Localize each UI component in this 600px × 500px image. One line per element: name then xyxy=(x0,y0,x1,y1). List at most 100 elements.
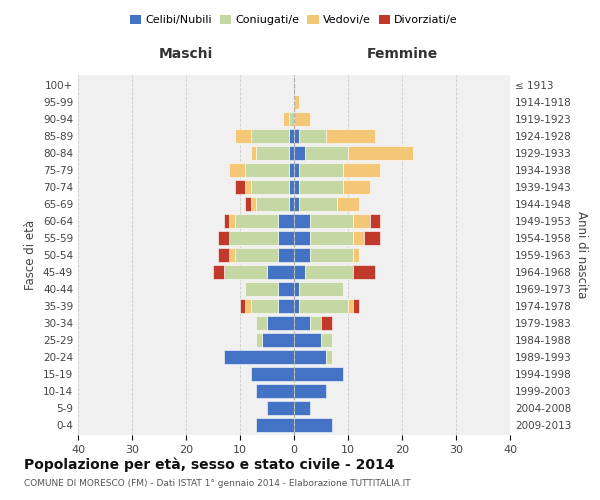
Bar xyxy=(267,401,294,415)
Bar xyxy=(278,248,294,262)
Bar xyxy=(256,418,294,432)
Bar xyxy=(256,384,294,398)
Y-axis label: Anni di nascita: Anni di nascita xyxy=(575,212,588,298)
Bar xyxy=(294,214,310,228)
Bar xyxy=(267,265,294,279)
Bar xyxy=(337,197,359,211)
Bar xyxy=(245,180,251,194)
Bar xyxy=(245,299,251,313)
Bar xyxy=(235,248,278,262)
Bar xyxy=(294,197,299,211)
Bar xyxy=(310,248,353,262)
Bar xyxy=(278,282,294,296)
Bar xyxy=(229,214,235,228)
Bar xyxy=(283,112,289,126)
Bar xyxy=(364,231,380,245)
Bar xyxy=(229,163,245,177)
Text: Maschi: Maschi xyxy=(159,48,213,62)
Bar xyxy=(294,316,310,330)
Bar xyxy=(294,299,299,313)
Bar xyxy=(305,265,353,279)
Bar xyxy=(353,265,375,279)
Bar xyxy=(267,316,294,330)
Bar xyxy=(235,129,251,143)
Y-axis label: Fasce di età: Fasce di età xyxy=(25,220,37,290)
Bar xyxy=(251,129,289,143)
Bar xyxy=(251,367,294,381)
Bar xyxy=(235,214,278,228)
Bar xyxy=(299,163,343,177)
Bar xyxy=(348,146,413,160)
Bar xyxy=(294,231,310,245)
Bar xyxy=(310,231,353,245)
Bar xyxy=(353,214,370,228)
Bar xyxy=(348,299,353,313)
Bar xyxy=(294,333,321,347)
Bar xyxy=(310,316,321,330)
Bar xyxy=(289,146,294,160)
Bar xyxy=(262,333,294,347)
Bar xyxy=(289,180,294,194)
Bar xyxy=(245,163,289,177)
Bar xyxy=(294,401,310,415)
Bar xyxy=(321,316,332,330)
Bar xyxy=(294,384,326,398)
Bar xyxy=(294,282,299,296)
Bar xyxy=(294,112,310,126)
Text: Femmine: Femmine xyxy=(367,48,437,62)
Bar xyxy=(224,265,267,279)
Bar xyxy=(326,129,375,143)
Bar xyxy=(294,367,343,381)
Bar xyxy=(289,129,294,143)
Bar xyxy=(343,163,380,177)
Bar xyxy=(251,146,256,160)
Bar xyxy=(289,197,294,211)
Bar xyxy=(289,163,294,177)
Bar xyxy=(251,180,289,194)
Bar xyxy=(294,180,299,194)
Bar xyxy=(353,248,359,262)
Bar xyxy=(321,333,332,347)
Text: Popolazione per età, sesso e stato civile - 2014: Popolazione per età, sesso e stato civil… xyxy=(24,458,395,472)
Bar xyxy=(213,265,224,279)
Bar xyxy=(278,299,294,313)
Bar xyxy=(235,180,245,194)
Bar xyxy=(370,214,380,228)
Bar xyxy=(299,299,348,313)
Bar xyxy=(294,129,299,143)
Text: COMUNE DI MORESCO (FM) - Dati ISTAT 1° gennaio 2014 - Elaborazione TUTTITALIA.IT: COMUNE DI MORESCO (FM) - Dati ISTAT 1° g… xyxy=(24,479,410,488)
Bar xyxy=(245,282,278,296)
Bar xyxy=(294,146,305,160)
Bar xyxy=(224,350,294,364)
Bar xyxy=(256,316,267,330)
Bar xyxy=(353,231,364,245)
Bar xyxy=(294,248,310,262)
Bar xyxy=(299,197,337,211)
Bar xyxy=(289,112,294,126)
Bar xyxy=(256,333,262,347)
Bar xyxy=(256,146,289,160)
Bar xyxy=(224,214,229,228)
Bar xyxy=(256,197,289,211)
Legend: Celibi/Nubili, Coniugati/e, Vedovi/e, Divorziati/e: Celibi/Nubili, Coniugati/e, Vedovi/e, Di… xyxy=(126,10,462,30)
Bar xyxy=(343,180,370,194)
Bar xyxy=(294,350,326,364)
Bar xyxy=(326,350,332,364)
Bar xyxy=(245,197,251,211)
Bar xyxy=(251,197,256,211)
Bar xyxy=(218,248,229,262)
Bar xyxy=(278,214,294,228)
Bar xyxy=(294,265,305,279)
Bar xyxy=(294,418,332,432)
Bar xyxy=(294,163,299,177)
Bar xyxy=(305,146,348,160)
Bar xyxy=(251,299,278,313)
Bar xyxy=(294,95,299,109)
Bar xyxy=(353,299,359,313)
Bar xyxy=(299,282,343,296)
Bar xyxy=(218,231,229,245)
Bar xyxy=(229,248,235,262)
Bar xyxy=(240,299,245,313)
Bar xyxy=(310,214,353,228)
Bar xyxy=(229,231,278,245)
